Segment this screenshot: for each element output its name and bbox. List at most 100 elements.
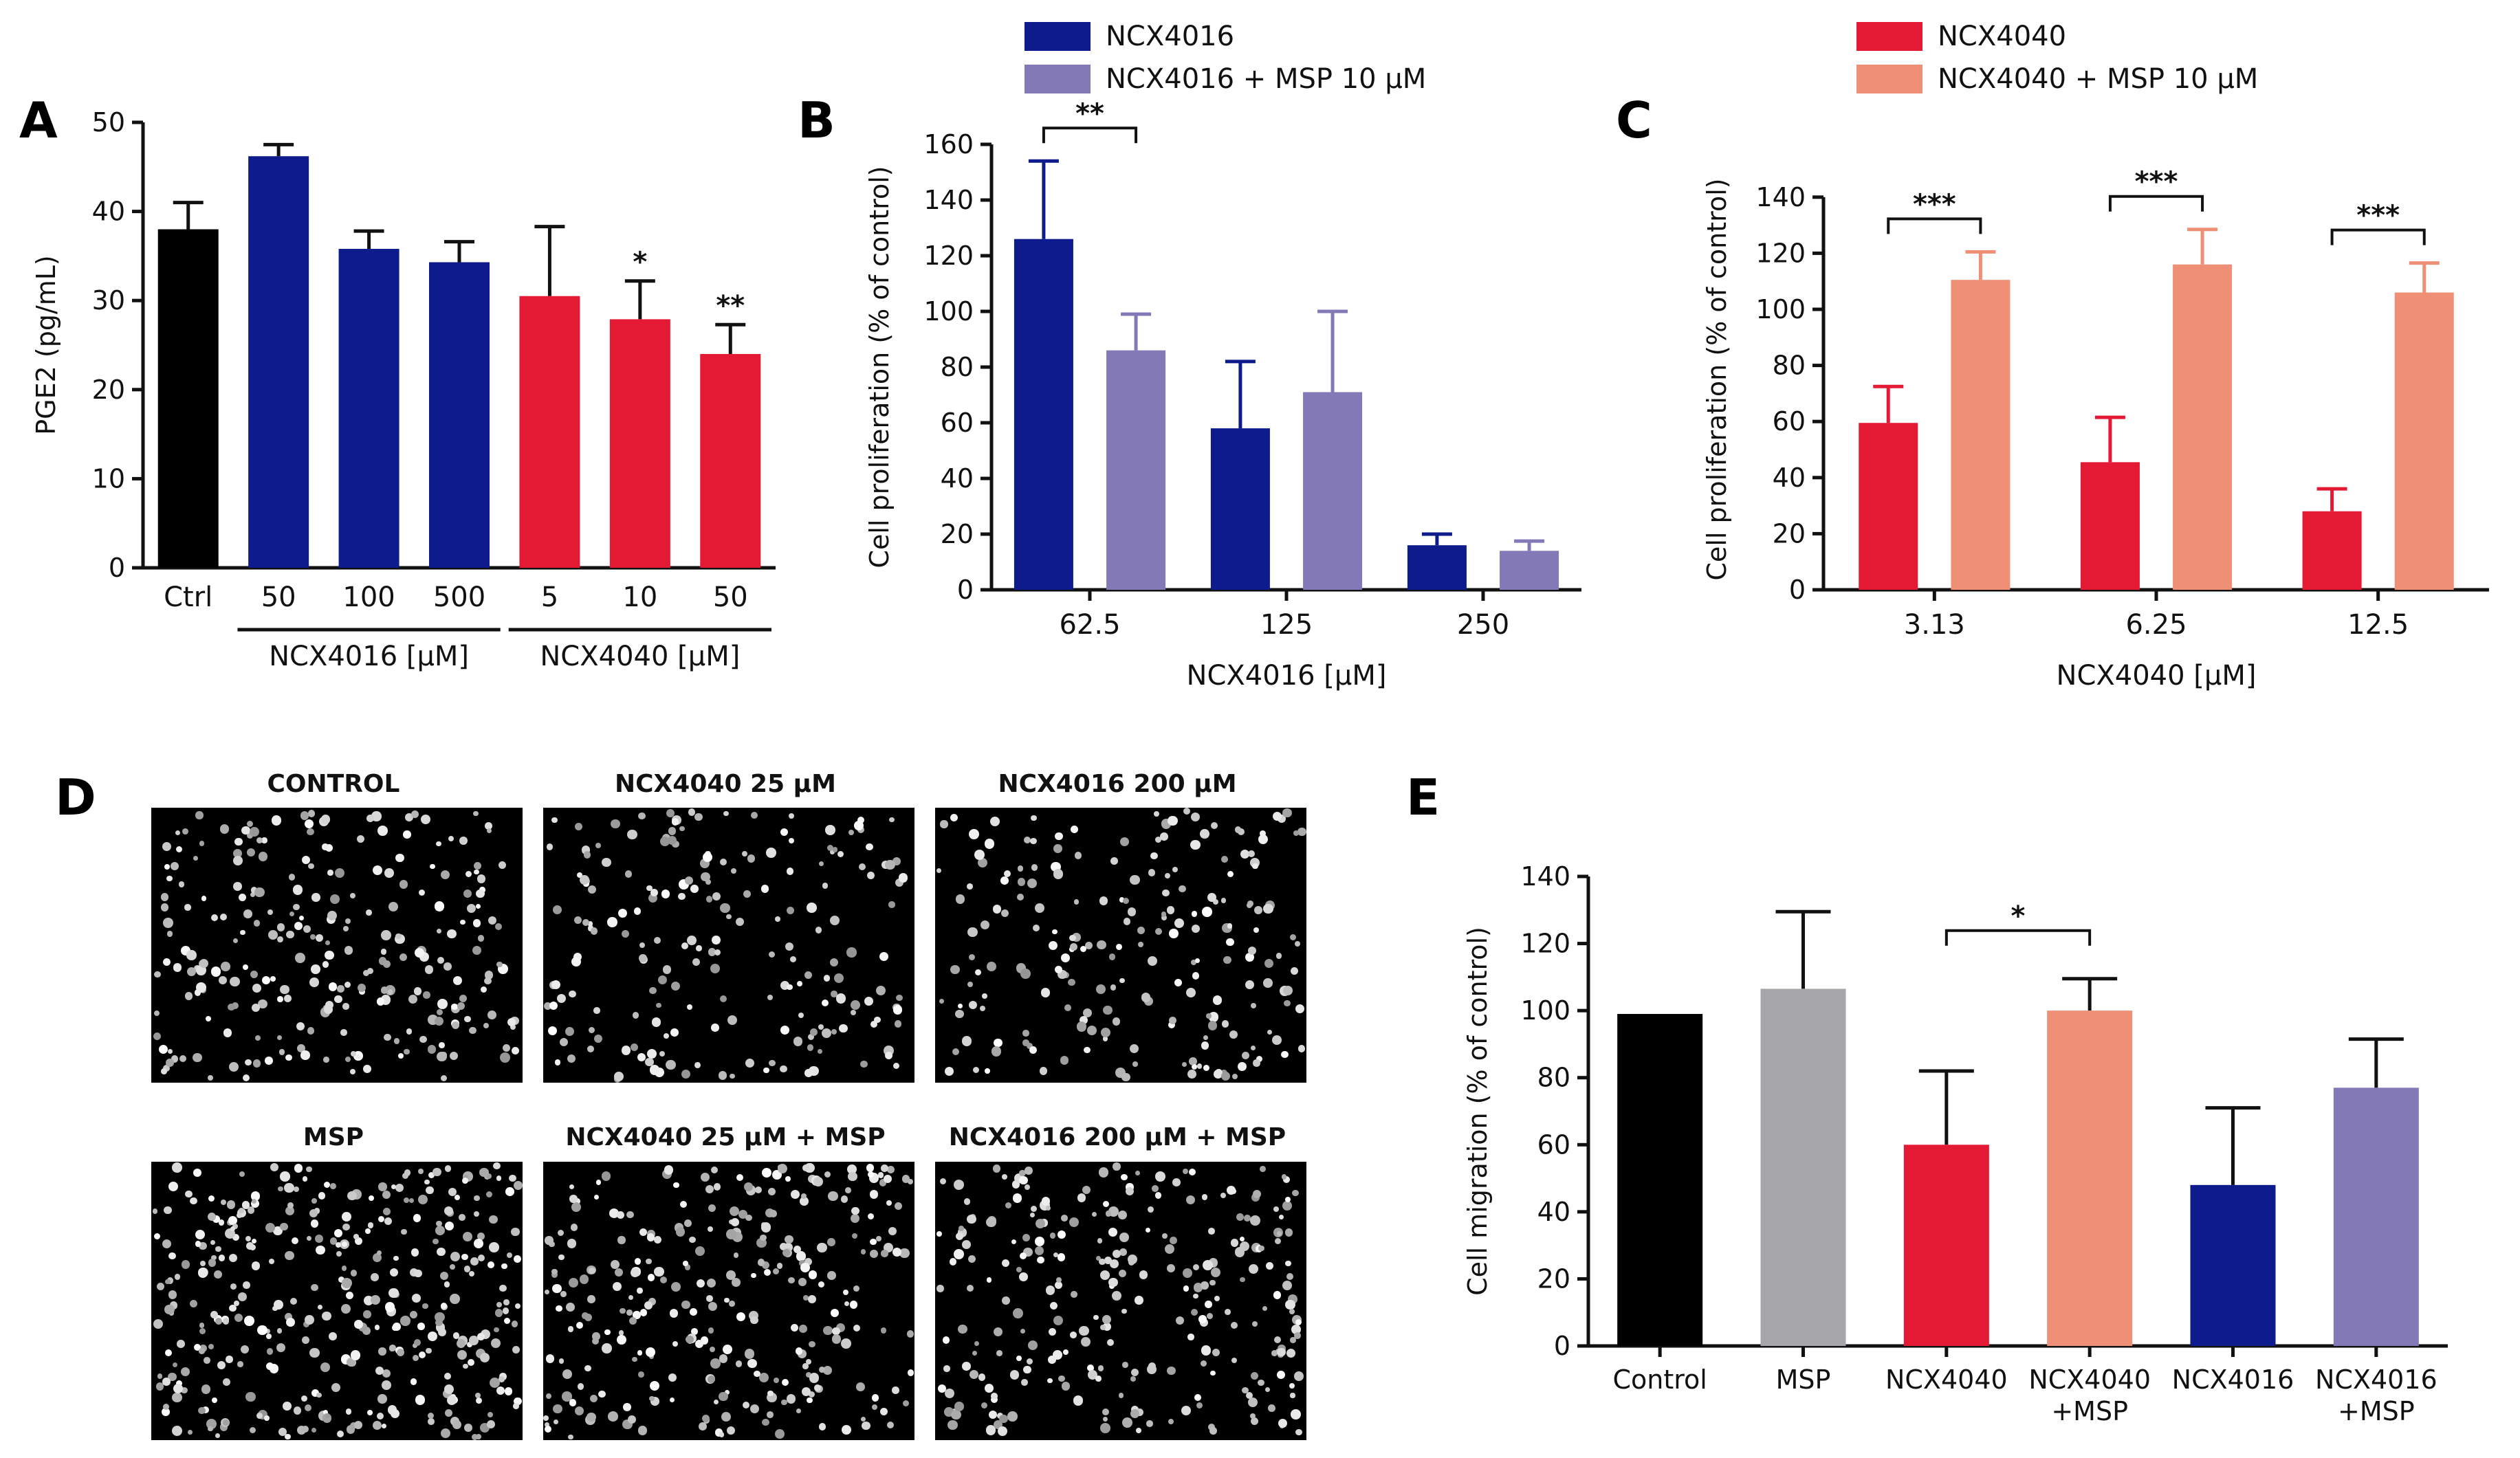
- cell-nucleus: [892, 1387, 899, 1394]
- cell-nucleus: [742, 851, 747, 857]
- y-tick-label: 80: [1537, 1063, 1570, 1093]
- cell-nucleus: [476, 874, 486, 883]
- cell-nucleus: [786, 1394, 796, 1404]
- cell-nucleus: [821, 999, 829, 1007]
- cell-nucleus: [301, 1395, 308, 1402]
- y-tick-label: 20: [1537, 1263, 1570, 1294]
- cell-nucleus: [155, 1382, 164, 1391]
- cell-nucleus: [733, 1252, 739, 1258]
- cell-nucleus: [1087, 1365, 1095, 1371]
- cell-nucleus: [1016, 1355, 1022, 1361]
- cell-nucleus: [437, 1327, 447, 1337]
- cell-nucleus: [809, 1391, 815, 1398]
- cell-nucleus: [583, 851, 591, 859]
- significance-label: **: [1075, 98, 1104, 129]
- cell-nucleus: [1127, 907, 1137, 916]
- cell-nucleus: [428, 1172, 435, 1179]
- y-tick-label: 30: [92, 285, 125, 316]
- cell-nucleus: [1053, 843, 1062, 853]
- micrograph-image: [935, 808, 1306, 1083]
- cell-nucleus: [1263, 903, 1273, 914]
- cell-nucleus: [265, 1328, 271, 1334]
- cell-nucleus: [1087, 1025, 1097, 1035]
- cell-nucleus: [1183, 1285, 1190, 1292]
- cell-nucleus: [969, 1370, 978, 1380]
- cell-nucleus: [487, 1411, 494, 1417]
- cell-nucleus: [1250, 1215, 1260, 1226]
- cell-nucleus: [672, 840, 680, 848]
- cell-nucleus: [371, 1294, 381, 1305]
- cell-nucleus: [1161, 914, 1168, 920]
- cell-nucleus: [163, 1404, 170, 1411]
- cell-nucleus: [343, 926, 349, 931]
- cell-nucleus: [372, 1420, 382, 1430]
- cell-nucleus: [336, 1430, 344, 1438]
- cell-nucleus: [468, 1271, 474, 1277]
- cell-nucleus: [424, 1179, 430, 1185]
- cell-nucleus: [168, 1372, 177, 1382]
- cell-nucleus: [463, 1363, 468, 1369]
- cell-nucleus: [647, 1048, 657, 1059]
- cell-nucleus: [880, 1407, 888, 1415]
- cell-nucleus: [167, 1049, 173, 1054]
- cell-nucleus: [718, 1071, 727, 1080]
- cell-nucleus: [404, 1048, 410, 1055]
- cell-nucleus: [426, 1347, 432, 1354]
- cell-nucleus: [437, 1051, 447, 1062]
- cell-nucleus: [1201, 1360, 1207, 1367]
- cell-nucleus: [457, 1002, 465, 1010]
- cell-nucleus: [791, 1324, 799, 1332]
- cell-nucleus: [544, 1289, 549, 1295]
- cell-nucleus: [713, 1183, 721, 1191]
- x-tick-label: 50: [713, 582, 748, 613]
- cell-nucleus: [1020, 1328, 1025, 1334]
- cell-nucleus: [350, 1270, 358, 1277]
- cell-nucleus: [793, 1246, 802, 1254]
- cell-nucleus: [1130, 1376, 1137, 1382]
- cell-nucleus: [245, 1059, 252, 1066]
- cell-nucleus: [1208, 1228, 1215, 1235]
- x-axis-label: NCX4016 [μM]: [1187, 660, 1387, 692]
- cell-nucleus: [513, 1403, 520, 1410]
- cell-nucleus: [694, 1061, 701, 1068]
- cell-nucleus: [218, 976, 227, 984]
- cell-nucleus: [602, 857, 611, 868]
- cell-nucleus: [763, 1268, 771, 1276]
- cell-nucleus: [610, 1259, 620, 1269]
- cell-nucleus: [467, 1341, 473, 1347]
- cell-nucleus: [193, 856, 199, 861]
- cell-nucleus: [242, 964, 249, 971]
- cell-nucleus: [735, 1360, 743, 1367]
- cell-nucleus: [271, 815, 281, 826]
- cell-nucleus: [893, 1063, 900, 1070]
- cell-nucleus: [507, 1017, 516, 1026]
- cell-nucleus: [545, 1236, 554, 1245]
- cell-nucleus: [1129, 1044, 1139, 1054]
- cell-nucleus: [318, 1192, 326, 1200]
- cell-nucleus: [633, 1311, 641, 1319]
- cell-nucleus: [406, 1028, 413, 1035]
- panel-letter-c: C: [1616, 91, 1652, 149]
- cell-nucleus: [1285, 1299, 1295, 1310]
- cell-nucleus: [721, 1412, 732, 1422]
- cell-nucleus: [974, 1340, 980, 1347]
- cell-nucleus: [558, 1254, 565, 1261]
- bar: [1407, 545, 1467, 590]
- cell-nucleus: [377, 1412, 384, 1420]
- cell-nucleus: [831, 991, 837, 997]
- cell-nucleus: [1098, 1365, 1104, 1371]
- cell-nucleus: [684, 876, 693, 885]
- cell-nucleus: [1166, 906, 1175, 914]
- cell-nucleus: [391, 1184, 396, 1190]
- cell-nucleus: [378, 957, 387, 966]
- cell-nucleus: [864, 996, 874, 1006]
- cell-nucleus: [1293, 830, 1299, 837]
- cell-nucleus: [1100, 1027, 1111, 1038]
- micrograph-title: CONTROL: [267, 770, 400, 798]
- cell-nucleus: [939, 998, 945, 1004]
- cell-nucleus: [1128, 1259, 1135, 1266]
- cell-nucleus: [1100, 1270, 1110, 1280]
- cell-nucleus: [187, 967, 197, 977]
- cell-nucleus: [587, 921, 593, 927]
- cell-nucleus: [342, 1003, 349, 1010]
